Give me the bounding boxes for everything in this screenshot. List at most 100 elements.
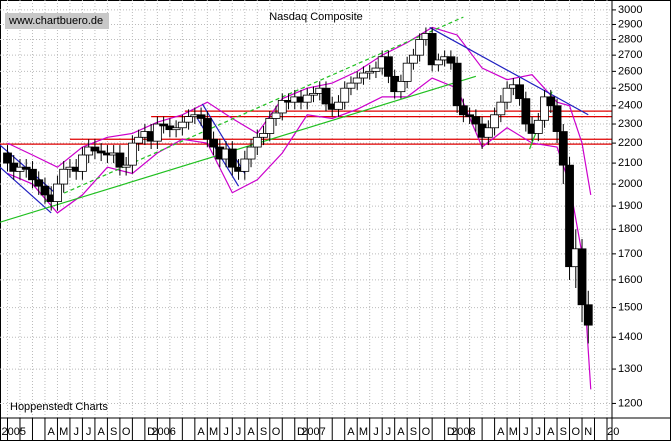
y-tick-label: 1700 bbox=[618, 248, 642, 260]
candle-body bbox=[177, 121, 187, 129]
x-tick-label: 2005 bbox=[1, 426, 25, 438]
candle-body bbox=[540, 96, 549, 121]
candle-body bbox=[3, 152, 12, 164]
trend-line bbox=[201, 103, 246, 174]
x-tick-label: O bbox=[571, 426, 580, 438]
candle-body bbox=[334, 101, 343, 110]
candle-body bbox=[515, 84, 524, 100]
candle-body bbox=[152, 123, 162, 142]
y-tick-label: 1800 bbox=[618, 223, 642, 235]
y-tick-label: 2200 bbox=[618, 137, 642, 149]
candle-body bbox=[321, 87, 331, 105]
candle-body bbox=[465, 114, 475, 118]
candle-body bbox=[196, 114, 206, 119]
y-tick-label: 2100 bbox=[618, 157, 642, 169]
candle-body bbox=[546, 96, 556, 107]
y-tick-label: 2600 bbox=[618, 65, 642, 77]
trend-line bbox=[0, 166, 52, 214]
candle-body bbox=[309, 92, 318, 96]
candle-body bbox=[396, 80, 406, 93]
x-tick-label: J bbox=[386, 426, 392, 438]
y-tick-label: 2700 bbox=[618, 49, 642, 61]
candle-body bbox=[265, 118, 275, 134]
x-tick-label: A bbox=[397, 426, 405, 438]
y-tick-label: 1500 bbox=[618, 302, 642, 314]
x-tick-label: A bbox=[197, 426, 205, 438]
candle-body bbox=[371, 67, 381, 72]
x-tick-label: A bbox=[497, 426, 505, 438]
x-tick-label: M bbox=[359, 426, 368, 438]
x-tick-label: M bbox=[509, 426, 518, 438]
x-tick-label: J bbox=[523, 426, 529, 438]
x-tick-label: O bbox=[422, 426, 431, 438]
candle-body bbox=[134, 136, 144, 144]
candle-body bbox=[96, 150, 106, 154]
x-tick-label: M bbox=[59, 426, 68, 438]
x-tick-label: O bbox=[272, 426, 281, 438]
x-tick-label: J bbox=[223, 426, 229, 438]
candle-body bbox=[302, 94, 312, 103]
x-tick-label: D bbox=[447, 426, 455, 438]
candle-body bbox=[496, 101, 506, 116]
candle-body bbox=[402, 62, 412, 82]
y-tick-label: 2800 bbox=[618, 33, 642, 45]
x-tick-label: J bbox=[536, 426, 542, 438]
x-tick-label: S bbox=[260, 426, 267, 438]
candle-body bbox=[483, 127, 493, 138]
x-tick-label: O bbox=[122, 426, 131, 438]
x-tick-label: S bbox=[410, 426, 417, 438]
trend-line bbox=[429, 26, 589, 116]
candle-body bbox=[558, 131, 568, 166]
x-tick-label: A bbox=[547, 426, 555, 438]
candle-body bbox=[565, 164, 574, 268]
candle-body bbox=[59, 168, 69, 185]
candle-body bbox=[340, 87, 350, 103]
candle-body bbox=[583, 304, 593, 326]
y-tick-label: 1200 bbox=[618, 397, 642, 409]
candle-body bbox=[352, 77, 362, 84]
candle-body bbox=[159, 123, 169, 127]
candle-body bbox=[533, 119, 543, 134]
candle-body bbox=[34, 179, 44, 187]
candle-body bbox=[433, 59, 443, 66]
x-tick-label: M bbox=[209, 426, 218, 438]
candle-body bbox=[502, 87, 512, 103]
candle-body bbox=[53, 183, 62, 202]
candle-body bbox=[552, 105, 562, 132]
candle-body bbox=[240, 158, 250, 172]
candle-body bbox=[252, 136, 262, 148]
source: Hoppenstedt Charts bbox=[10, 401, 108, 413]
candle-body bbox=[271, 112, 281, 119]
candle-body bbox=[28, 168, 37, 181]
y-tick-label: 1600 bbox=[618, 274, 642, 286]
x-tick-label: S bbox=[110, 426, 117, 438]
y-tick-label: 1900 bbox=[618, 200, 642, 212]
y-tick-label: 1300 bbox=[618, 363, 642, 375]
x-tick-label: 2007 bbox=[301, 426, 325, 438]
candle-body bbox=[21, 166, 31, 170]
candle-body bbox=[521, 98, 531, 125]
candle-body bbox=[471, 116, 481, 125]
candle-body bbox=[202, 118, 212, 140]
candle-body bbox=[458, 105, 468, 116]
y-tick-label: 2500 bbox=[618, 82, 642, 94]
x-tick-label: S bbox=[560, 426, 567, 438]
candle-body bbox=[384, 56, 393, 77]
x-tick-label: J bbox=[373, 426, 379, 438]
x-tick-label: D bbox=[297, 426, 305, 438]
x-tick-label: D bbox=[147, 426, 155, 438]
candle-body bbox=[227, 148, 237, 168]
candle-body bbox=[365, 70, 375, 74]
x-tick-label: J bbox=[86, 426, 92, 438]
x-tick-label: A bbox=[48, 426, 56, 438]
candle-body bbox=[246, 146, 256, 160]
candle-body bbox=[490, 114, 499, 129]
bollinger-band bbox=[7, 77, 592, 390]
candle-body bbox=[115, 152, 125, 168]
candle-body bbox=[277, 100, 287, 114]
y-tick-label: 2400 bbox=[618, 100, 642, 112]
candle-body bbox=[171, 127, 181, 131]
trend-line bbox=[44, 16, 464, 203]
candle-body bbox=[359, 72, 368, 79]
y-tick-label: 1400 bbox=[618, 331, 642, 343]
